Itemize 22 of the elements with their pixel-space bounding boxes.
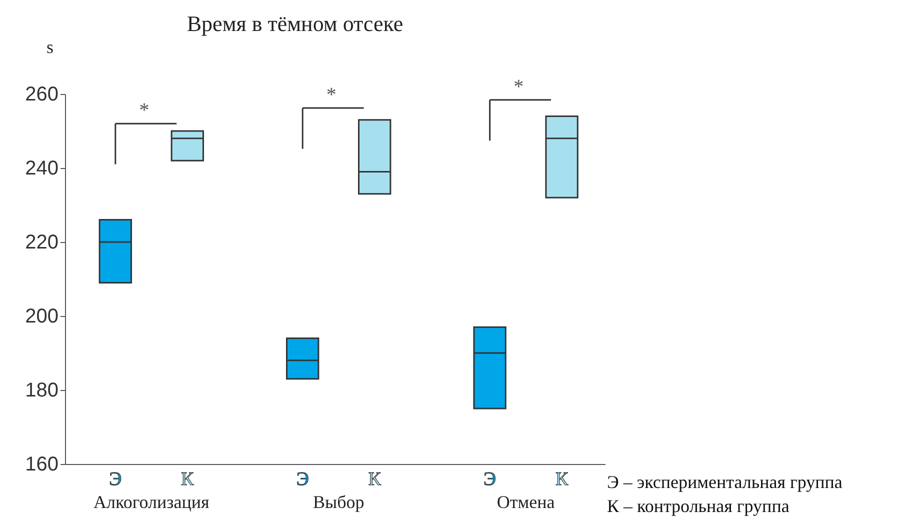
text: Э	[109, 469, 122, 490]
text: К	[555, 469, 568, 490]
text: К	[368, 469, 381, 490]
text: Э	[296, 469, 309, 490]
y-tick-label: 240	[25, 158, 58, 180]
x-tick-label: Отмена	[496, 492, 555, 512]
annotation: *	[139, 100, 150, 122]
annotation: *	[514, 76, 524, 98]
x-tick-label: Алкоголизация	[94, 492, 210, 512]
y-tick-label: 180	[25, 380, 58, 402]
y-tick-label: 220	[25, 232, 58, 254]
x-tick-label: Выбор	[312, 492, 364, 512]
chart-title: Время в тёмном отсеке	[186, 11, 404, 36]
text: Э	[484, 469, 496, 490]
text: К – контрольная группа	[607, 496, 790, 516]
annotation: *	[326, 84, 336, 106]
y-axis-title: s	[46, 37, 54, 57]
y-tick-label: 200	[25, 306, 58, 328]
text: К	[181, 469, 194, 490]
y-tick-label: 160	[25, 454, 58, 476]
y-tick-label: 260	[25, 84, 58, 106]
text: Э – экспериментальная группа	[607, 472, 842, 492]
